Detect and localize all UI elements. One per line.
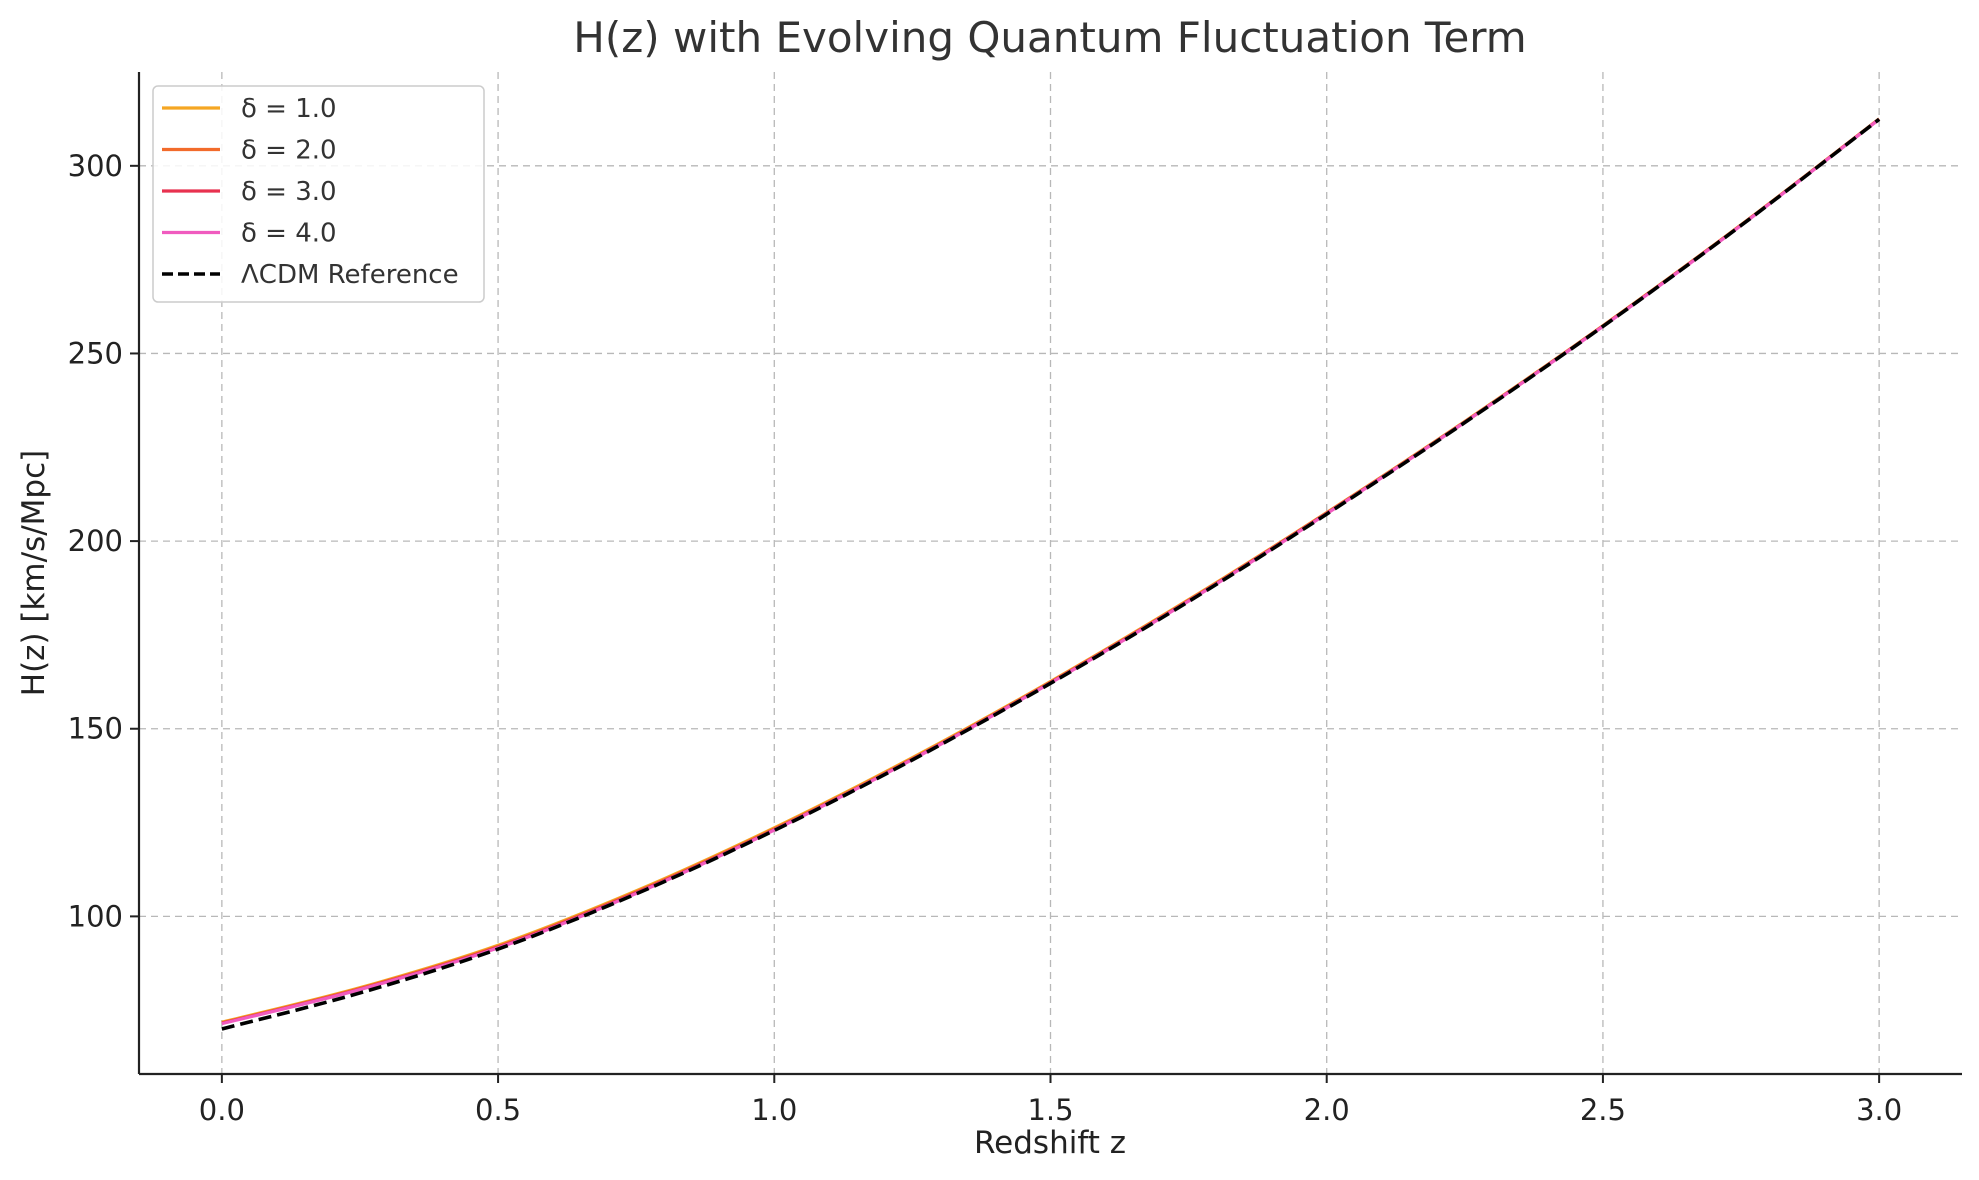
- x-tick-label: 1.5: [1027, 1093, 1073, 1127]
- x-tick-label: 0.0: [199, 1093, 245, 1127]
- x-tick-label: 2.5: [1580, 1093, 1626, 1127]
- x-tick-label: 2.0: [1304, 1093, 1350, 1127]
- legend-label: δ = 3.0: [241, 177, 337, 207]
- x-tick-label: 3.0: [1856, 1093, 1902, 1127]
- legend-label: δ = 2.0: [241, 136, 337, 166]
- legend-label: δ = 1.0: [241, 94, 337, 124]
- chart-title: H(z) with Evolving Quantum Fluctuation T…: [573, 13, 1526, 62]
- y-ticks: 100 150 200 250 300: [68, 149, 139, 933]
- y-axis-label: H(z) [km/s/Mpc]: [16, 450, 52, 696]
- legend-label: δ = 4.0: [241, 219, 337, 249]
- legend-frame: [152, 85, 485, 303]
- series-lines: [221, 117, 1881, 1031]
- y-tick-label: 300: [68, 149, 123, 183]
- legend-label: ΛCDM Reference: [241, 260, 459, 290]
- y-tick-label: 250: [68, 336, 123, 370]
- y-tick-label: 200: [68, 524, 123, 558]
- y-tick-label: 100: [68, 899, 123, 933]
- x-axis-label: Redshift z: [974, 1125, 1126, 1161]
- x-ticks: 0.0 0.5 1.0 1.5 2.0 2.5 3.0: [199, 1074, 1902, 1127]
- x-tick-label: 1.0: [751, 1093, 797, 1127]
- x-tick-label: 0.5: [475, 1093, 521, 1127]
- y-tick-label: 150: [68, 712, 123, 746]
- series-line-5: [221, 117, 1881, 1031]
- legend: δ = 1.0 δ = 2.0 δ = 3.0 δ = 4.0 ΛCDM Referen…: [152, 85, 485, 303]
